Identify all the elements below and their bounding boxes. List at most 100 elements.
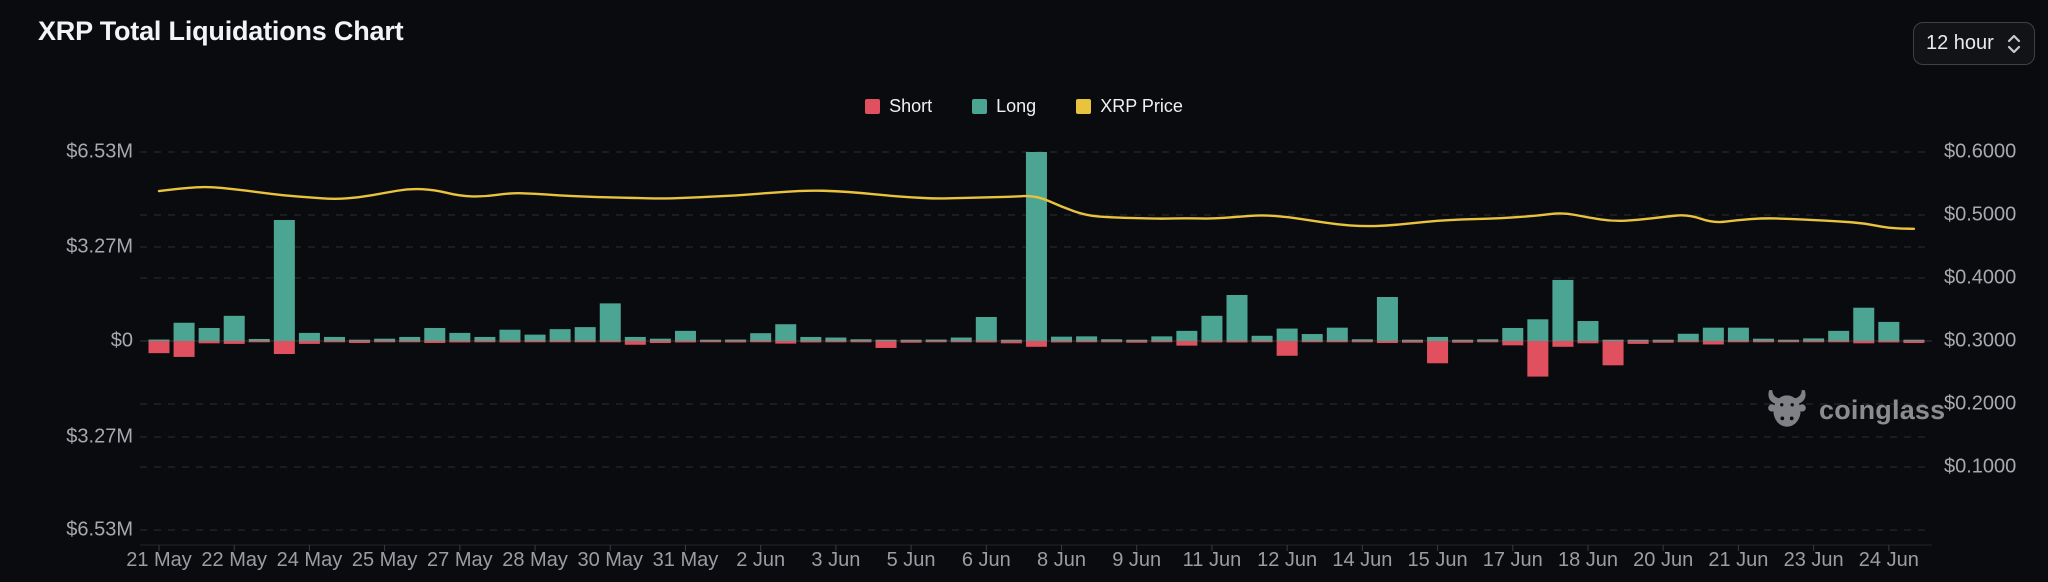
- short-bar[interactable]: [1878, 341, 1900, 343]
- short-bar[interactable]: [1301, 341, 1323, 343]
- long-bar[interactable]: [1903, 339, 1925, 341]
- short-bar[interactable]: [624, 341, 646, 345]
- long-bar[interactable]: [1402, 339, 1423, 341]
- short-bar[interactable]: [1276, 341, 1298, 356]
- short-bar[interactable]: [875, 341, 897, 348]
- long-bar[interactable]: [1301, 334, 1323, 341]
- interval-select[interactable]: 12 hour: [1913, 22, 2035, 65]
- long-bar[interactable]: [1326, 327, 1348, 341]
- short-bar[interactable]: [825, 341, 847, 343]
- short-bar[interactable]: [1502, 341, 1524, 346]
- long-bar[interactable]: [674, 330, 696, 341]
- long-bar[interactable]: [1702, 327, 1724, 341]
- short-bar[interactable]: [599, 341, 621, 343]
- long-bar[interactable]: [925, 339, 947, 341]
- long-bar[interactable]: [1652, 339, 1674, 341]
- long-bar[interactable]: [1552, 279, 1574, 341]
- long-bar[interactable]: [1727, 327, 1749, 341]
- long-bar[interactable]: [1477, 339, 1499, 341]
- long-bar[interactable]: [1828, 330, 1850, 341]
- short-bar[interactable]: [1903, 341, 1925, 344]
- short-bar[interactable]: [1000, 341, 1022, 344]
- long-bar[interactable]: [148, 339, 170, 341]
- short-bar[interactable]: [649, 341, 671, 344]
- short-bar[interactable]: [574, 341, 596, 343]
- long-bar[interactable]: [1627, 339, 1649, 341]
- short-bar[interactable]: [1702, 341, 1724, 345]
- long-bar[interactable]: [1376, 297, 1398, 341]
- long-bar[interactable]: [549, 329, 571, 341]
- short-bar[interactable]: [950, 341, 972, 343]
- short-bar[interactable]: [1727, 341, 1749, 343]
- short-bar[interactable]: [925, 341, 947, 343]
- short-bar[interactable]: [1126, 341, 1148, 343]
- short-bar[interactable]: [1677, 341, 1699, 343]
- short-bar[interactable]: [775, 341, 797, 344]
- long-bar[interactable]: [850, 339, 872, 341]
- short-bar[interactable]: [1351, 341, 1373, 343]
- short-bar[interactable]: [1477, 341, 1499, 343]
- long-bar[interactable]: [1878, 321, 1900, 341]
- long-bar[interactable]: [1126, 339, 1148, 341]
- short-bar[interactable]: [374, 341, 396, 343]
- long-bar[interactable]: [574, 327, 596, 341]
- short-bar[interactable]: [674, 341, 696, 343]
- short-bar[interactable]: [323, 341, 345, 343]
- long-bar[interactable]: [800, 336, 822, 341]
- long-bar[interactable]: [1176, 330, 1198, 341]
- long-bar[interactable]: [900, 339, 922, 341]
- short-bar[interactable]: [1853, 341, 1875, 344]
- short-bar[interactable]: [248, 341, 270, 343]
- long-bar[interactable]: [248, 338, 270, 341]
- short-bar[interactable]: [399, 341, 421, 343]
- short-bar[interactable]: [1251, 341, 1273, 343]
- long-bar[interactable]: [624, 336, 646, 341]
- short-bar[interactable]: [1076, 341, 1098, 343]
- short-bar[interactable]: [700, 341, 722, 343]
- short-bar[interactable]: [1602, 341, 1624, 366]
- short-bar[interactable]: [1201, 341, 1223, 343]
- short-bar[interactable]: [850, 341, 872, 343]
- short-bar[interactable]: [1151, 341, 1173, 343]
- short-bar[interactable]: [1652, 341, 1674, 343]
- long-bar[interactable]: [1051, 336, 1073, 341]
- long-bar[interactable]: [1853, 307, 1875, 341]
- short-bar[interactable]: [424, 341, 446, 344]
- short-bar[interactable]: [349, 341, 371, 344]
- short-bar[interactable]: [1427, 341, 1449, 364]
- short-bar[interactable]: [1051, 341, 1073, 343]
- long-bar[interactable]: [1502, 327, 1524, 341]
- long-bar[interactable]: [1677, 333, 1699, 341]
- long-bar[interactable]: [1577, 321, 1599, 341]
- short-bar[interactable]: [975, 341, 997, 343]
- long-bar[interactable]: [374, 338, 396, 341]
- long-bar[interactable]: [499, 329, 521, 341]
- long-bar[interactable]: [1251, 335, 1273, 341]
- long-bar[interactable]: [1752, 338, 1774, 341]
- long-bar[interactable]: [875, 339, 897, 341]
- long-bar[interactable]: [1276, 328, 1298, 341]
- short-bar[interactable]: [725, 341, 747, 343]
- short-bar[interactable]: [900, 341, 922, 343]
- short-bar[interactable]: [1803, 341, 1825, 343]
- short-bar[interactable]: [449, 341, 471, 343]
- short-bar[interactable]: [1778, 341, 1800, 343]
- long-bar[interactable]: [273, 220, 295, 341]
- long-bar[interactable]: [950, 337, 972, 341]
- short-bar[interactable]: [1226, 341, 1248, 343]
- short-bar[interactable]: [1577, 341, 1599, 344]
- long-bar[interactable]: [1452, 339, 1474, 341]
- long-bar[interactable]: [1025, 152, 1047, 341]
- short-bar[interactable]: [524, 341, 546, 343]
- long-bar[interactable]: [1803, 338, 1825, 341]
- short-bar[interactable]: [1752, 341, 1774, 343]
- long-bar[interactable]: [1000, 339, 1022, 341]
- legend-item-short[interactable]: Short: [865, 96, 932, 117]
- long-bar[interactable]: [1351, 339, 1373, 341]
- long-bar[interactable]: [975, 316, 997, 341]
- long-bar[interactable]: [725, 339, 747, 341]
- short-bar[interactable]: [1326, 341, 1348, 343]
- long-bar[interactable]: [825, 337, 847, 341]
- long-bar[interactable]: [599, 303, 621, 341]
- short-bar[interactable]: [1527, 341, 1549, 377]
